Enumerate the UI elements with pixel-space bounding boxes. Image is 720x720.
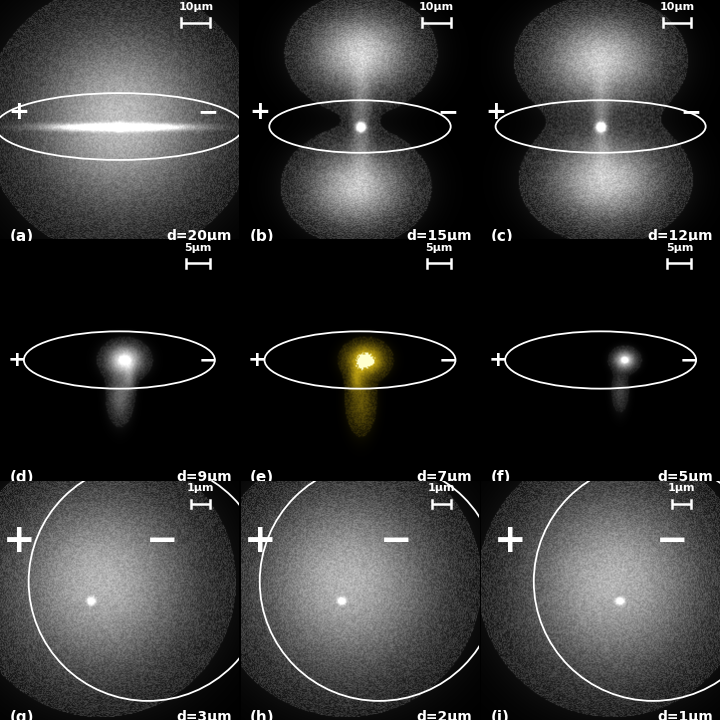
Text: (h): (h) <box>250 711 275 720</box>
Text: +: + <box>3 522 35 560</box>
Text: d=12μm: d=12μm <box>647 229 713 243</box>
Text: (a): (a) <box>9 229 34 244</box>
Text: 1μm: 1μm <box>428 483 455 493</box>
Text: d=2μm: d=2μm <box>416 711 472 720</box>
Text: (g): (g) <box>9 711 34 720</box>
Text: d=9μm: d=9μm <box>176 470 232 484</box>
Text: +: + <box>249 100 270 125</box>
Text: d=15μm: d=15μm <box>407 229 472 243</box>
Text: +: + <box>489 350 508 370</box>
Text: +: + <box>248 350 266 370</box>
Text: +: + <box>7 350 26 370</box>
Text: (c): (c) <box>491 229 513 244</box>
Text: 10μm: 10μm <box>419 2 454 12</box>
Text: +: + <box>243 522 276 560</box>
Text: 1μm: 1μm <box>668 483 696 493</box>
Text: −: − <box>680 350 698 370</box>
Text: +: + <box>9 100 30 125</box>
Text: d=3μm: d=3μm <box>176 711 232 720</box>
Text: d=7μm: d=7μm <box>417 470 472 484</box>
Text: 10μm: 10μm <box>660 2 695 12</box>
Text: −: − <box>379 522 412 560</box>
Text: −: − <box>438 100 459 125</box>
Text: 5μm: 5μm <box>425 243 452 253</box>
Text: −: − <box>656 522 688 560</box>
Text: d=20μm: d=20μm <box>166 229 232 243</box>
Text: −: − <box>681 100 702 125</box>
Text: (f): (f) <box>491 470 511 485</box>
Text: 10μm: 10μm <box>178 2 213 12</box>
Text: (b): (b) <box>250 229 275 244</box>
Text: 1μm: 1μm <box>186 483 215 493</box>
Text: −: − <box>199 350 217 370</box>
Text: 5μm: 5μm <box>184 243 212 253</box>
Text: (i): (i) <box>491 711 510 720</box>
Text: d=1μm: d=1μm <box>657 711 713 720</box>
Text: −: − <box>197 100 218 125</box>
Text: −: − <box>439 350 458 370</box>
Text: −: − <box>146 522 179 560</box>
Text: (e): (e) <box>250 470 274 485</box>
Text: +: + <box>494 522 526 560</box>
Text: 5μm: 5μm <box>666 243 693 253</box>
Text: d=5μm: d=5μm <box>657 470 713 484</box>
Text: +: + <box>485 100 506 125</box>
Text: (d): (d) <box>9 470 34 485</box>
